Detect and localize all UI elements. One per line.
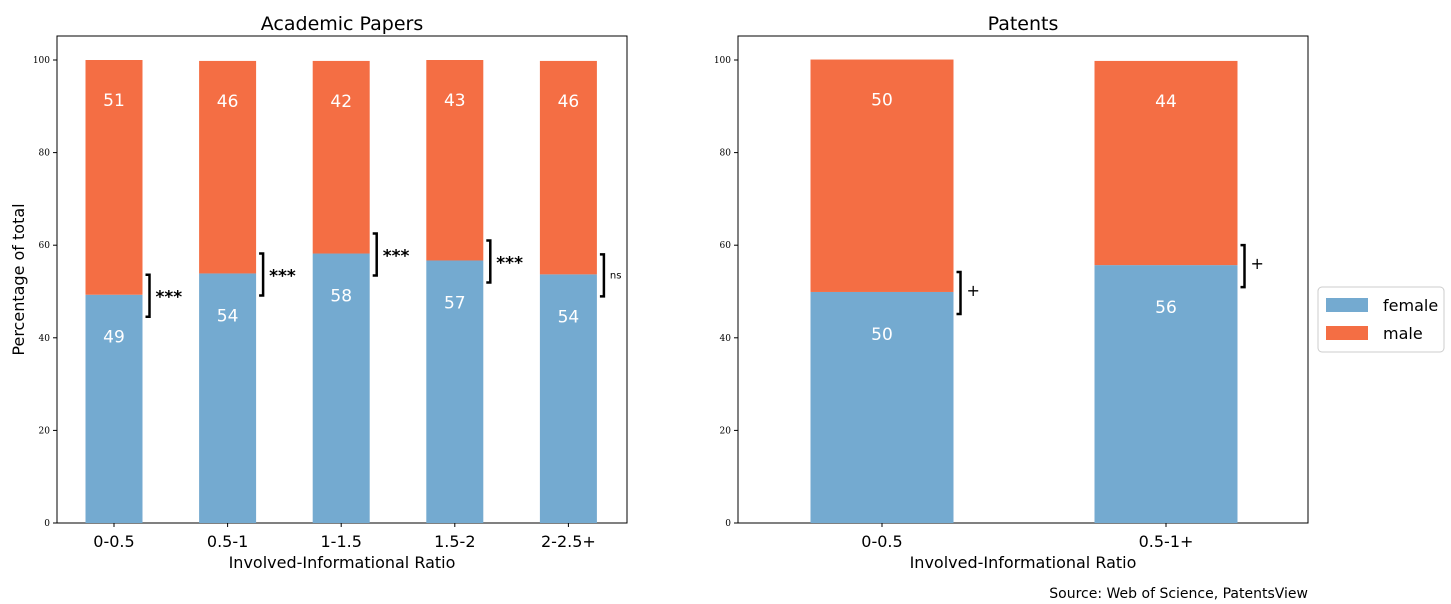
bar-label-male: 46	[217, 92, 239, 112]
bar-label-female: 57	[444, 293, 466, 313]
x-tick-label: 1-1.5	[320, 532, 361, 551]
bar-label-female: 50	[871, 325, 893, 345]
y-tick-label: 40	[720, 334, 732, 344]
legend-swatch-female	[1326, 298, 1368, 312]
legend-label-female: female	[1383, 296, 1438, 315]
left-y-axis-label: Percentage of total	[9, 203, 28, 355]
bar-label-male: 46	[558, 92, 580, 112]
bar-label-female: 49	[103, 328, 125, 348]
y-tick-label: 60	[720, 241, 732, 251]
x-tick-label: 1.5-2	[434, 532, 475, 551]
significance-bracket	[145, 273, 151, 318]
bar-male	[312, 60, 370, 254]
bar-female	[85, 294, 143, 523]
legend-swatch-male	[1326, 326, 1368, 340]
bar-male	[1094, 60, 1238, 266]
x-tick-label: 0-0.5	[93, 532, 134, 551]
bar-label-male: 43	[444, 91, 466, 111]
significance-label: ***	[383, 247, 410, 267]
bar-female	[810, 291, 954, 523]
significance-bracket	[599, 253, 606, 298]
bar-female	[539, 274, 597, 523]
y-tick-label: 80	[720, 149, 732, 159]
bar-male	[85, 60, 143, 295]
source-note: Source: Web of Science, PatentsView	[1049, 586, 1308, 602]
significance-label: ***	[269, 266, 296, 286]
y-tick-label: 100	[33, 56, 50, 66]
right-x-axis-label: Involved-Informational Ratio	[910, 553, 1137, 572]
bar-male	[810, 59, 954, 292]
right-chart-title: Patents	[988, 13, 1059, 35]
x-tick-label: 2-2.5+	[541, 532, 596, 551]
significance-bracket	[486, 239, 492, 284]
y-tick-label: 80	[39, 149, 51, 159]
bar-label-male: 50	[871, 91, 893, 111]
significance-label: ***	[496, 253, 523, 273]
y-tick-label: 100	[714, 56, 731, 66]
legend-label-male: male	[1383, 324, 1423, 343]
x-tick-label: 0.5-1+	[1139, 532, 1194, 551]
bar-label-female: 54	[217, 306, 239, 326]
bar-label-female: 56	[1155, 298, 1177, 318]
significance-label: ns	[610, 270, 622, 281]
bar-label-female: 58	[330, 287, 352, 307]
y-tick-label: 0	[725, 519, 731, 529]
significance-bracket	[1240, 243, 1246, 289]
significance-bracket	[259, 252, 265, 297]
bar-female	[426, 260, 484, 523]
significance-label: +	[1251, 254, 1264, 273]
bar-female	[312, 253, 370, 523]
significance-label: ***	[156, 288, 183, 308]
left-x-axis-label: Involved-Informational Ratio	[229, 553, 456, 572]
bar-label-female: 54	[558, 307, 580, 327]
bar-female	[199, 273, 257, 523]
bar-label-male: 42	[330, 92, 352, 112]
y-tick-label: 20	[39, 426, 51, 436]
significance-label: +	[967, 281, 980, 300]
x-tick-label: 0-0.5	[861, 532, 902, 551]
y-tick-label: 0	[44, 519, 50, 529]
y-tick-label: 20	[720, 426, 732, 436]
x-tick-label: 0.5-1	[207, 532, 248, 551]
bar-male	[199, 60, 257, 274]
y-tick-label: 40	[39, 334, 51, 344]
left-chart-title: Academic Papers	[261, 13, 423, 35]
significance-bracket	[956, 270, 962, 316]
bar-male	[539, 60, 597, 275]
bar-label-male: 51	[103, 91, 125, 111]
bar-label-male: 44	[1155, 92, 1177, 112]
plot-frame-1	[737, 35, 1309, 524]
bar-female	[1094, 265, 1238, 523]
y-tick-label: 60	[39, 241, 51, 251]
bar-male	[426, 60, 484, 261]
significance-bracket	[372, 232, 378, 277]
